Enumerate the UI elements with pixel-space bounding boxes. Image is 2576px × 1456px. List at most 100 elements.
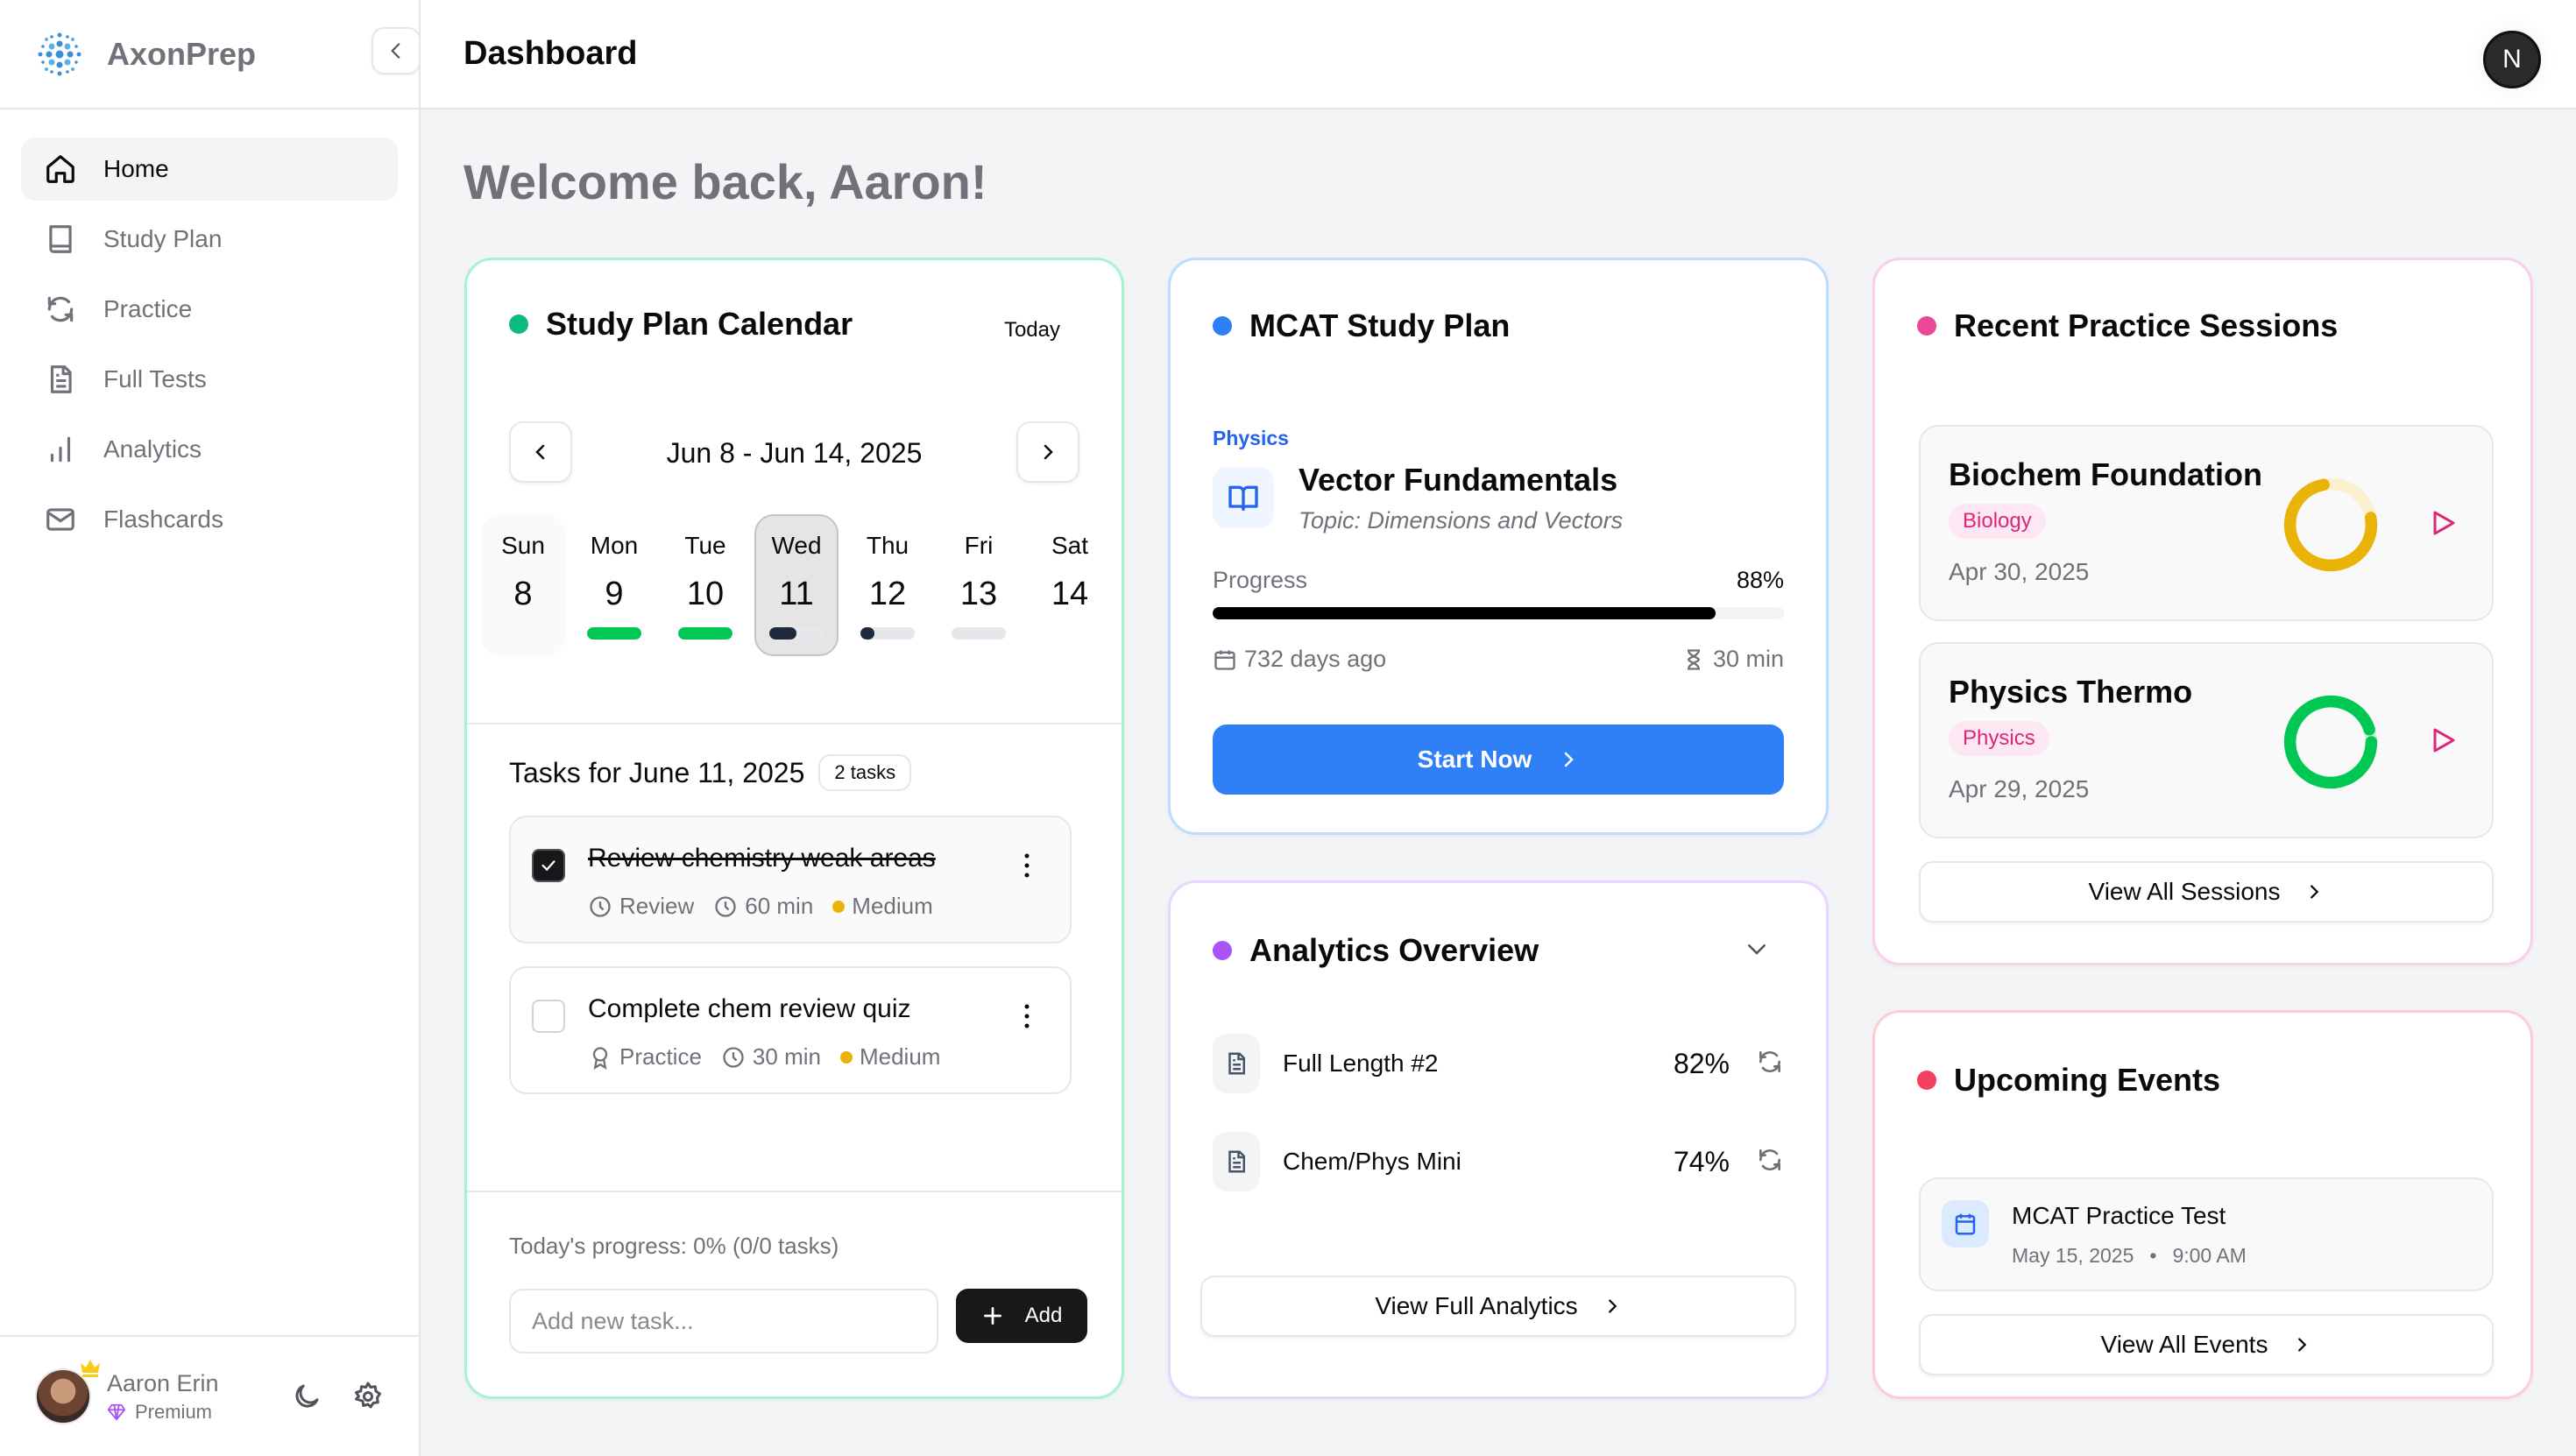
welcome-heading: Welcome back, Aaron! — [464, 154, 987, 209]
calendar-icon — [1214, 650, 1235, 670]
open-book-icon — [1228, 485, 1258, 511]
add-task-button[interactable]: Add — [956, 1289, 1087, 1343]
file-text-icon — [1228, 1150, 1245, 1173]
recent-practice-sessions-card: Recent Practice Sessions Biochem Foundat… — [1872, 258, 2533, 965]
more-vertical-icon[interactable] — [1023, 852, 1031, 879]
lesson-icon-tile — [1213, 467, 1274, 528]
sidebar-item-label: Home — [103, 155, 169, 182]
today-button[interactable]: Today — [1003, 318, 1060, 342]
sidebar-item-analytics[interactable]: Analytics — [21, 418, 398, 481]
book-icon — [49, 225, 72, 253]
day-tue[interactable]: Tue 10 — [663, 514, 747, 656]
event-item[interactable]: MCAT Practice Test May 15, 2025 • 9:00 A… — [1919, 1177, 2494, 1291]
red-dot-icon — [1917, 1071, 1936, 1090]
upcoming-events-card: Upcoming Events MCAT Practice Test May 1… — [1872, 1010, 2533, 1399]
task-item[interactable]: Complete chem review quiz Practice 30 mi… — [509, 966, 1072, 1094]
collapse-sidebar-button[interactable] — [372, 27, 421, 74]
analytics-row[interactable]: Full Length #2 82% — [1213, 1034, 1784, 1093]
page-title: Dashboard — [464, 35, 638, 72]
task-title: Review chemistry weak areas — [588, 844, 936, 873]
week-days: Sun 8 Mon 9 Tue 10 Wed 11 Thu 12 Fri 13 — [481, 514, 1112, 656]
more-vertical-icon[interactable] — [1023, 1003, 1031, 1029]
view-all-sessions-button[interactable]: View All Sessions — [1919, 861, 2494, 922]
analytics-overview-card: Analytics Overview Full Length #2 82% Ch… — [1168, 880, 1829, 1399]
new-task-input[interactable] — [509, 1289, 938, 1354]
play-icon[interactable] — [2427, 507, 2459, 539]
task-checkbox[interactable] — [532, 1000, 565, 1033]
user-profile[interactable]: Aaron Erin Premium — [0, 1335, 419, 1456]
sidebar-nav: Home Study Plan Practice Full Tests Anal… — [0, 110, 419, 586]
events-title: Upcoming Events — [1917, 1062, 2220, 1099]
view-full-analytics-button[interactable]: View Full Analytics — [1200, 1276, 1796, 1337]
prev-week-button[interactable] — [509, 421, 572, 483]
chevron-right-icon — [2311, 885, 2319, 899]
sidebar-item-label: Flashcards — [103, 505, 223, 533]
clock-icon — [723, 1046, 744, 1068]
sidebar-item-flashcards[interactable]: Flashcards — [21, 488, 398, 551]
lesson-title: Vector Fundamentals — [1299, 462, 1618, 498]
tasks-header: Tasks for June 11, 2025 2 tasks — [509, 754, 912, 791]
mail-icon — [46, 508, 74, 531]
sidebar-item-label: Practice — [103, 295, 193, 322]
day-fri[interactable]: Fri 13 — [937, 514, 1021, 656]
home-icon — [46, 155, 74, 183]
blue-dot-icon — [1213, 316, 1232, 336]
subject-tag: Biology — [1949, 504, 2046, 539]
user-avatar[interactable] — [35, 1360, 100, 1424]
progress-value: 88% — [1736, 567, 1784, 593]
day-sun[interactable]: Sun 8 — [481, 514, 565, 656]
progress-ring — [2283, 695, 2378, 789]
start-now-button[interactable]: Start Now — [1213, 724, 1784, 795]
day-mon[interactable]: Mon 9 — [572, 514, 656, 656]
day-wed[interactable]: Wed 11 — [754, 514, 839, 656]
play-icon[interactable] — [2427, 724, 2459, 756]
view-all-events-button[interactable]: View All Events — [1919, 1314, 2494, 1375]
diamond-icon — [107, 1403, 126, 1420]
subject-label: Physics — [1213, 427, 1289, 449]
tasks-title: Tasks for June 11, 2025 — [509, 756, 805, 788]
moon-icon[interactable] — [291, 1381, 322, 1412]
lesson-meta: 732 days ago 30 min — [1213, 646, 1784, 673]
chevron-left-icon — [391, 43, 400, 59]
retry-icon[interactable] — [1756, 1048, 1784, 1076]
chevron-down-icon[interactable] — [1744, 936, 1770, 962]
check-icon — [541, 860, 556, 872]
purple-dot-icon — [1213, 941, 1232, 960]
clock-icon — [715, 895, 736, 917]
sidebar-item-study-plan[interactable]: Study Plan — [21, 208, 398, 271]
retry-icon[interactable] — [1756, 1146, 1784, 1174]
top-header: Dashboard N — [421, 0, 2576, 110]
day-progress-bar — [952, 627, 1006, 640]
task-meta: Review 60 min Medium — [588, 893, 933, 920]
session-item[interactable]: Biochem Foundation Biology Apr 30, 2025 — [1919, 425, 2494, 621]
week-range: Jun 8 - Jun 14, 2025 — [666, 437, 923, 469]
header-avatar[interactable]: N — [2483, 31, 2541, 88]
user-plan: Premium — [135, 1400, 213, 1423]
crown-icon — [81, 1360, 100, 1377]
sidebar-item-practice[interactable]: Practice — [21, 278, 398, 341]
day-progress-bar — [587, 627, 641, 640]
sidebar-item-full-tests[interactable]: Full Tests — [21, 348, 398, 411]
task-checkbox[interactable] — [532, 849, 565, 882]
day-sat[interactable]: Sat 14 — [1051, 532, 1089, 612]
day-progress-bar — [678, 627, 732, 640]
score: 74% — [1673, 1145, 1730, 1177]
progress-label: Progress — [1213, 567, 1308, 593]
calendar-icon — [1955, 1213, 1976, 1235]
task-title: Complete chem review quiz — [588, 994, 911, 1023]
day-thu[interactable]: Thu 12 — [846, 514, 930, 656]
task-item[interactable]: Review chemistry weak areas Review 60 mi… — [509, 816, 1072, 944]
today-progress-text: Today's progress: 0% (0/0 tasks) — [509, 1233, 839, 1259]
analytics-row[interactable]: Chem/Phys Mini 74% — [1213, 1132, 1784, 1191]
sidebar-item-home[interactable]: Home — [21, 138, 398, 201]
clock-icon — [590, 895, 611, 917]
gear-icon[interactable] — [352, 1381, 384, 1412]
next-week-button[interactable] — [1016, 421, 1079, 483]
green-dot-icon — [509, 315, 528, 334]
mcat-study-plan-card: MCAT Study Plan Physics Vector Fundament… — [1168, 258, 1829, 835]
refresh-icon — [47, 296, 74, 322]
sidebar: AxonPrep Home Study Plan Practice Full T… — [0, 0, 421, 1456]
file-text-icon — [1228, 1052, 1245, 1075]
session-item[interactable]: Physics Thermo Physics Apr 29, 2025 — [1919, 642, 2494, 838]
plus-icon — [983, 1306, 1001, 1325]
